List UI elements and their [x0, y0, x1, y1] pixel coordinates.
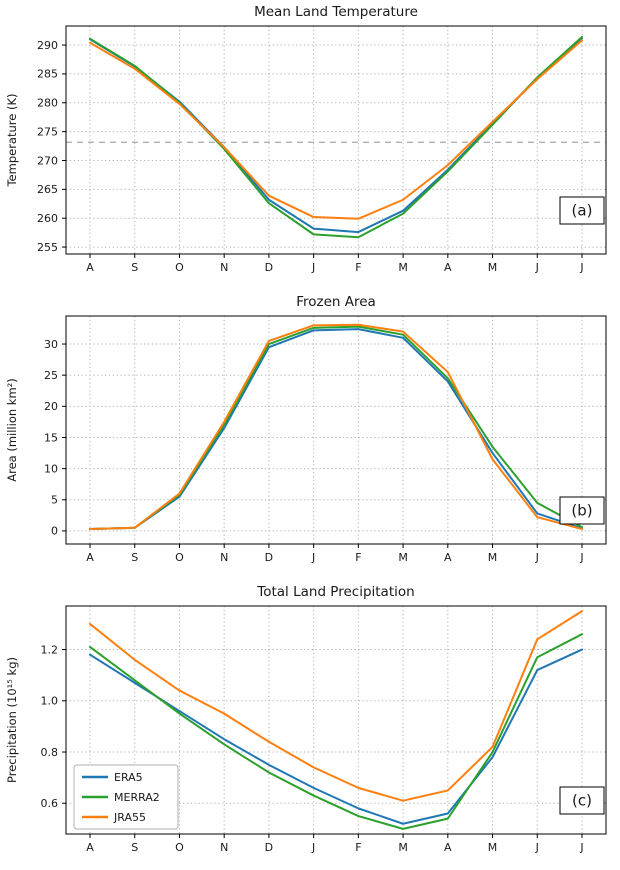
axes-frame: [65, 25, 607, 255]
panel-label-box: [559, 196, 605, 225]
chart-title: Total Land Precipitation: [256, 584, 414, 600]
y-tick-label: 275: [37, 125, 58, 138]
x-tick-label: M: [488, 261, 498, 274]
x-tick-label: M: [488, 551, 498, 564]
y-axis-label: Temperature (K): [5, 93, 19, 187]
y-tick-label: 0.8: [41, 746, 59, 759]
x-tick-label: J: [311, 551, 315, 564]
x-tick-label: A: [444, 551, 452, 564]
x-tick-label: N: [220, 841, 228, 854]
legend-label-JRA55: JRA55: [113, 811, 146, 824]
x-tick-label: M: [398, 261, 408, 274]
x-tick-label: A: [444, 841, 452, 854]
x-tick-label: J: [579, 841, 583, 854]
axes-frame: [65, 315, 607, 545]
legend-label-ERA5: ERA5: [114, 771, 143, 784]
y-tick-label: 290: [37, 39, 58, 52]
y-tick-label: 1.2: [41, 643, 59, 656]
y-tick-label: 285: [37, 68, 58, 81]
temperature-chart: A S O N D J F M A M J J 255 260 265 270 275 280 285 290 Mean…: [5, 4, 607, 274]
x-tick-label: N: [220, 261, 228, 274]
x-tick-label: M: [488, 841, 498, 854]
y-tick-label: 260: [37, 212, 58, 225]
y-tick-label: 270: [37, 154, 58, 167]
x-tick-label: O: [175, 261, 184, 274]
series-line-MERRA2: [89, 35, 583, 239]
y-tick-label: 20: [44, 400, 58, 413]
series-line-JRA55: [89, 39, 583, 220]
y-tick-label: 0: [51, 525, 58, 538]
x-tick-label: O: [175, 551, 184, 564]
x-tick-label: J: [579, 261, 583, 274]
x-tick-label: J: [535, 261, 539, 274]
x-tick-label: D: [265, 261, 273, 274]
y-axis-label: Precipitation (10¹⁵ kg): [5, 657, 19, 783]
series-line-JRA55: [89, 610, 583, 802]
series-line-MERRA2: [89, 633, 583, 830]
y-tick-label: 280: [37, 97, 58, 110]
x-tick-label: S: [131, 841, 138, 854]
x-tick-label: J: [311, 261, 315, 274]
x-tick-label: M: [398, 841, 408, 854]
series-line-JRA55: [89, 323, 583, 531]
y-tick-label: 15: [44, 431, 58, 444]
panel-label: (b): [571, 502, 592, 520]
y-axis-label: Area (million km²): [5, 378, 19, 482]
series-line-MERRA2: [89, 325, 583, 531]
y-tick-label: 0.6: [41, 797, 59, 810]
x-tick-label: O: [175, 841, 184, 854]
chart-title: Frozen Area: [296, 294, 376, 310]
x-tick-label: S: [131, 551, 138, 564]
legend-label-MERRA2: MERRA2: [114, 791, 160, 804]
panel-label-box: [559, 786, 605, 815]
chart-title: Mean Land Temperature: [254, 4, 418, 20]
panel-frozen-area: A S O N D J F M A M J J 0 5 10 15 20 25 30 Frozen Area Area …: [0, 290, 620, 580]
series-line-ERA5: [89, 37, 583, 234]
x-tick-label: J: [535, 841, 539, 854]
x-tick-label: J: [535, 551, 539, 564]
x-tick-label: A: [86, 841, 94, 854]
y-tick-label: 10: [44, 462, 58, 475]
x-tick-label: M: [398, 551, 408, 564]
precipitation-chart: A S O N D J F M A M J J 0.6 0.8 1.0 1.2 Total Land Preci…: [5, 584, 607, 854]
y-tick-label: 1.0: [41, 695, 59, 708]
legend-box: [73, 764, 179, 830]
x-tick-label: F: [355, 261, 361, 274]
x-tick-label: F: [355, 841, 361, 854]
x-tick-label: A: [86, 551, 94, 564]
x-tick-label: A: [444, 261, 452, 274]
panel-label: (a): [572, 202, 593, 220]
series-line-ERA5: [89, 328, 583, 531]
panel-label: (c): [572, 792, 592, 810]
y-tick-label: 265: [37, 183, 58, 196]
x-tick-label: D: [265, 551, 273, 564]
x-tick-label: S: [131, 261, 138, 274]
x-tick-label: D: [265, 841, 273, 854]
panel-temperature: A S O N D J F M A M J J 255 260 265 270 275 280 285 290 Mean…: [0, 0, 620, 290]
y-tick-label: 25: [44, 369, 58, 382]
y-tick-label: 5: [51, 494, 58, 507]
frozen-area-chart: A S O N D J F M A M J J 0 5 10 15 20 25 30 Frozen Area Area …: [5, 294, 607, 564]
y-tick-label: 255: [37, 241, 58, 254]
panel-label-box: [559, 496, 605, 525]
x-tick-label: A: [86, 261, 94, 274]
x-tick-label: J: [311, 841, 315, 854]
x-tick-label: J: [579, 551, 583, 564]
y-tick-label: 30: [44, 338, 58, 351]
x-tick-label: F: [355, 551, 361, 564]
panel-precipitation: A S O N D J F M A M J J 0.6 0.8 1.0 1.2 Total Land Preci…: [0, 580, 620, 870]
x-tick-label: N: [220, 551, 228, 564]
series-line-ERA5: [89, 648, 583, 825]
axes-frame: [65, 605, 607, 835]
